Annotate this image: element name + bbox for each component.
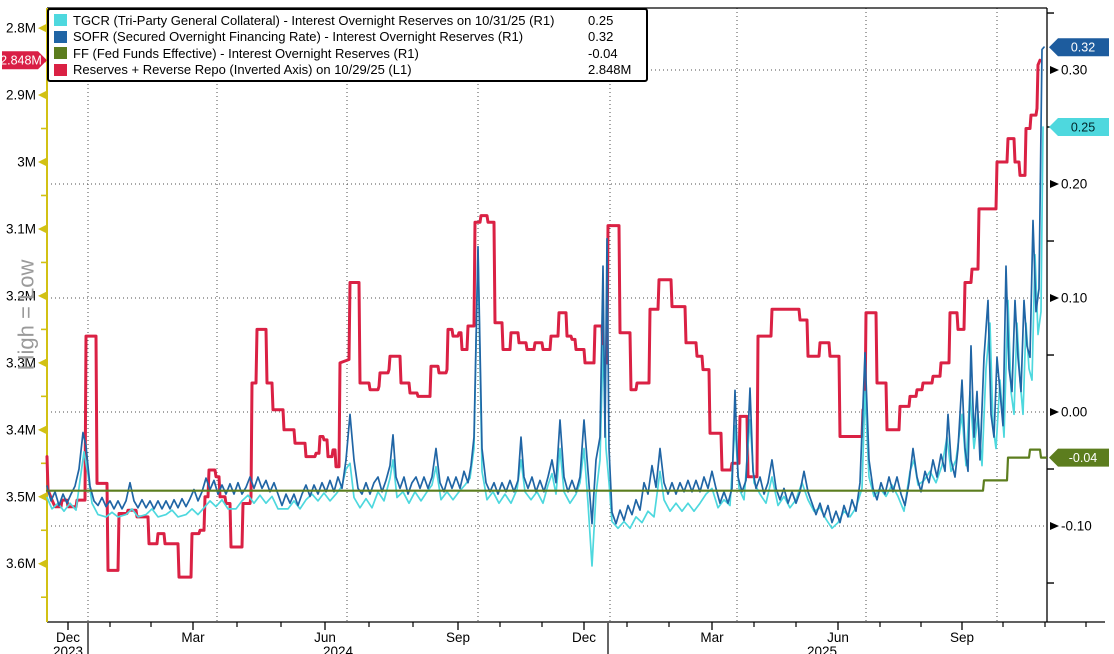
- x-axis-year-label: 2023: [53, 644, 83, 654]
- left-axis-arrow-icon: [38, 291, 47, 301]
- x-axis-month-label: Sep: [950, 630, 974, 645]
- left-axis-arrow-icon: [38, 224, 47, 234]
- left-axis-badge: [2, 51, 47, 70]
- right-axis-arrow-icon: [1050, 66, 1059, 75]
- left-axis-tick-label: 3.3M: [6, 355, 36, 370]
- right-axis-tick-label: 0.10: [1061, 291, 1087, 306]
- legend-value: 0.32: [588, 29, 614, 45]
- right-axis-badge: [1049, 38, 1109, 57]
- x-axis-year-label: 2024: [323, 644, 354, 654]
- ff-swatch-icon: [54, 47, 67, 60]
- x-axis-month-label: Mar: [700, 630, 724, 645]
- legend-item-tgcr: TGCR (Tri-Party General Collateral) - In…: [54, 12, 640, 29]
- left-axis-tick-label: 3.1M: [6, 221, 36, 236]
- series-line-tgcr: [46, 126, 1044, 567]
- right-axis-badge-label: 0.25: [1071, 121, 1095, 135]
- left-axis-arrow-icon: [38, 23, 47, 33]
- x-axis-month-label: Mar: [181, 630, 205, 645]
- x-axis-month-label: Jun: [314, 630, 336, 645]
- legend-value: -0.04: [588, 45, 618, 61]
- left-axis-tick-label: 3.5M: [6, 489, 36, 504]
- tgcr-swatch-icon: [54, 14, 67, 27]
- left-axis-arrow-icon: [38, 90, 47, 100]
- legend-box: TGCR (Tri-Party General Collateral) - In…: [47, 8, 648, 82]
- left-axis-tick-label: 3.2M: [6, 288, 36, 303]
- right-axis-badge-label: 0.32: [1071, 41, 1095, 55]
- right-axis-arrow-icon: [1050, 294, 1059, 303]
- left-axis-tick-label: 3M: [17, 155, 36, 170]
- right-axis-badge: [1049, 448, 1109, 467]
- series-line-ff: [45, 448, 1048, 492]
- right-axis-tick-label: 0.00: [1061, 405, 1087, 420]
- legend-label: Reserves + Reverse Repo (Inverted Axis) …: [73, 62, 412, 78]
- right-axis-tick-label: 0.20: [1061, 177, 1087, 192]
- legend-label: FF (Fed Funds Effective) - Interest Over…: [73, 45, 419, 61]
- x-axis-month-label: Jun: [827, 630, 849, 645]
- x-axis-month-label: Dec: [572, 630, 596, 645]
- legend-value: 2.848M: [588, 62, 632, 78]
- left-axis-arrow-icon: [38, 358, 47, 368]
- x-axis-year-label: 2025: [807, 644, 837, 654]
- left-axis-tick-label: 2.9M: [6, 88, 36, 103]
- series-line-reserves: [45, 58, 1042, 579]
- legend-value: 0.25: [588, 12, 614, 28]
- legend-item-ff: FF (Fed Funds Effective) - Interest Over…: [54, 45, 640, 62]
- reserves-swatch-icon: [54, 63, 67, 76]
- left-axis-arrow-icon: [38, 492, 47, 502]
- legend-item-sofr: SOFR (Secured Overnight Financing Rate) …: [54, 29, 640, 46]
- right-axis-arrow-icon: [1050, 408, 1059, 417]
- right-axis-badge-label: -0.04: [1069, 451, 1098, 465]
- left-axis-tick-label: 3.6M: [6, 556, 36, 571]
- left-axis-arrow-icon: [38, 559, 47, 569]
- legend-item-reserves: Reserves + Reverse Repo (Inverted Axis) …: [54, 62, 640, 79]
- left-axis-badge-label: 2.848M: [0, 54, 42, 68]
- sofr-swatch-icon: [54, 30, 67, 43]
- x-axis-month-label: Dec: [56, 630, 80, 645]
- right-axis-arrow-icon: [1050, 522, 1059, 531]
- series-line-sofr: [46, 46, 1045, 525]
- left-axis-tick-label: 3.4M: [6, 422, 36, 437]
- right-axis-badge: [1049, 118, 1109, 137]
- left-axis-arrow-icon: [38, 425, 47, 435]
- left-axis-title: High = Low: [13, 259, 39, 371]
- right-axis-tick-label: -0.10: [1061, 519, 1092, 534]
- legend-label: SOFR (Secured Overnight Financing Rate) …: [73, 29, 524, 45]
- legend-label: TGCR (Tri-Party General Collateral) - In…: [73, 12, 555, 28]
- x-axis-month-label: Sep: [446, 630, 470, 645]
- left-axis-arrow-icon: [38, 157, 47, 167]
- right-axis-tick-label: 0.30: [1061, 63, 1087, 78]
- right-axis-arrow-icon: [1050, 180, 1059, 189]
- left-axis-tick-label: 2.8M: [6, 21, 36, 36]
